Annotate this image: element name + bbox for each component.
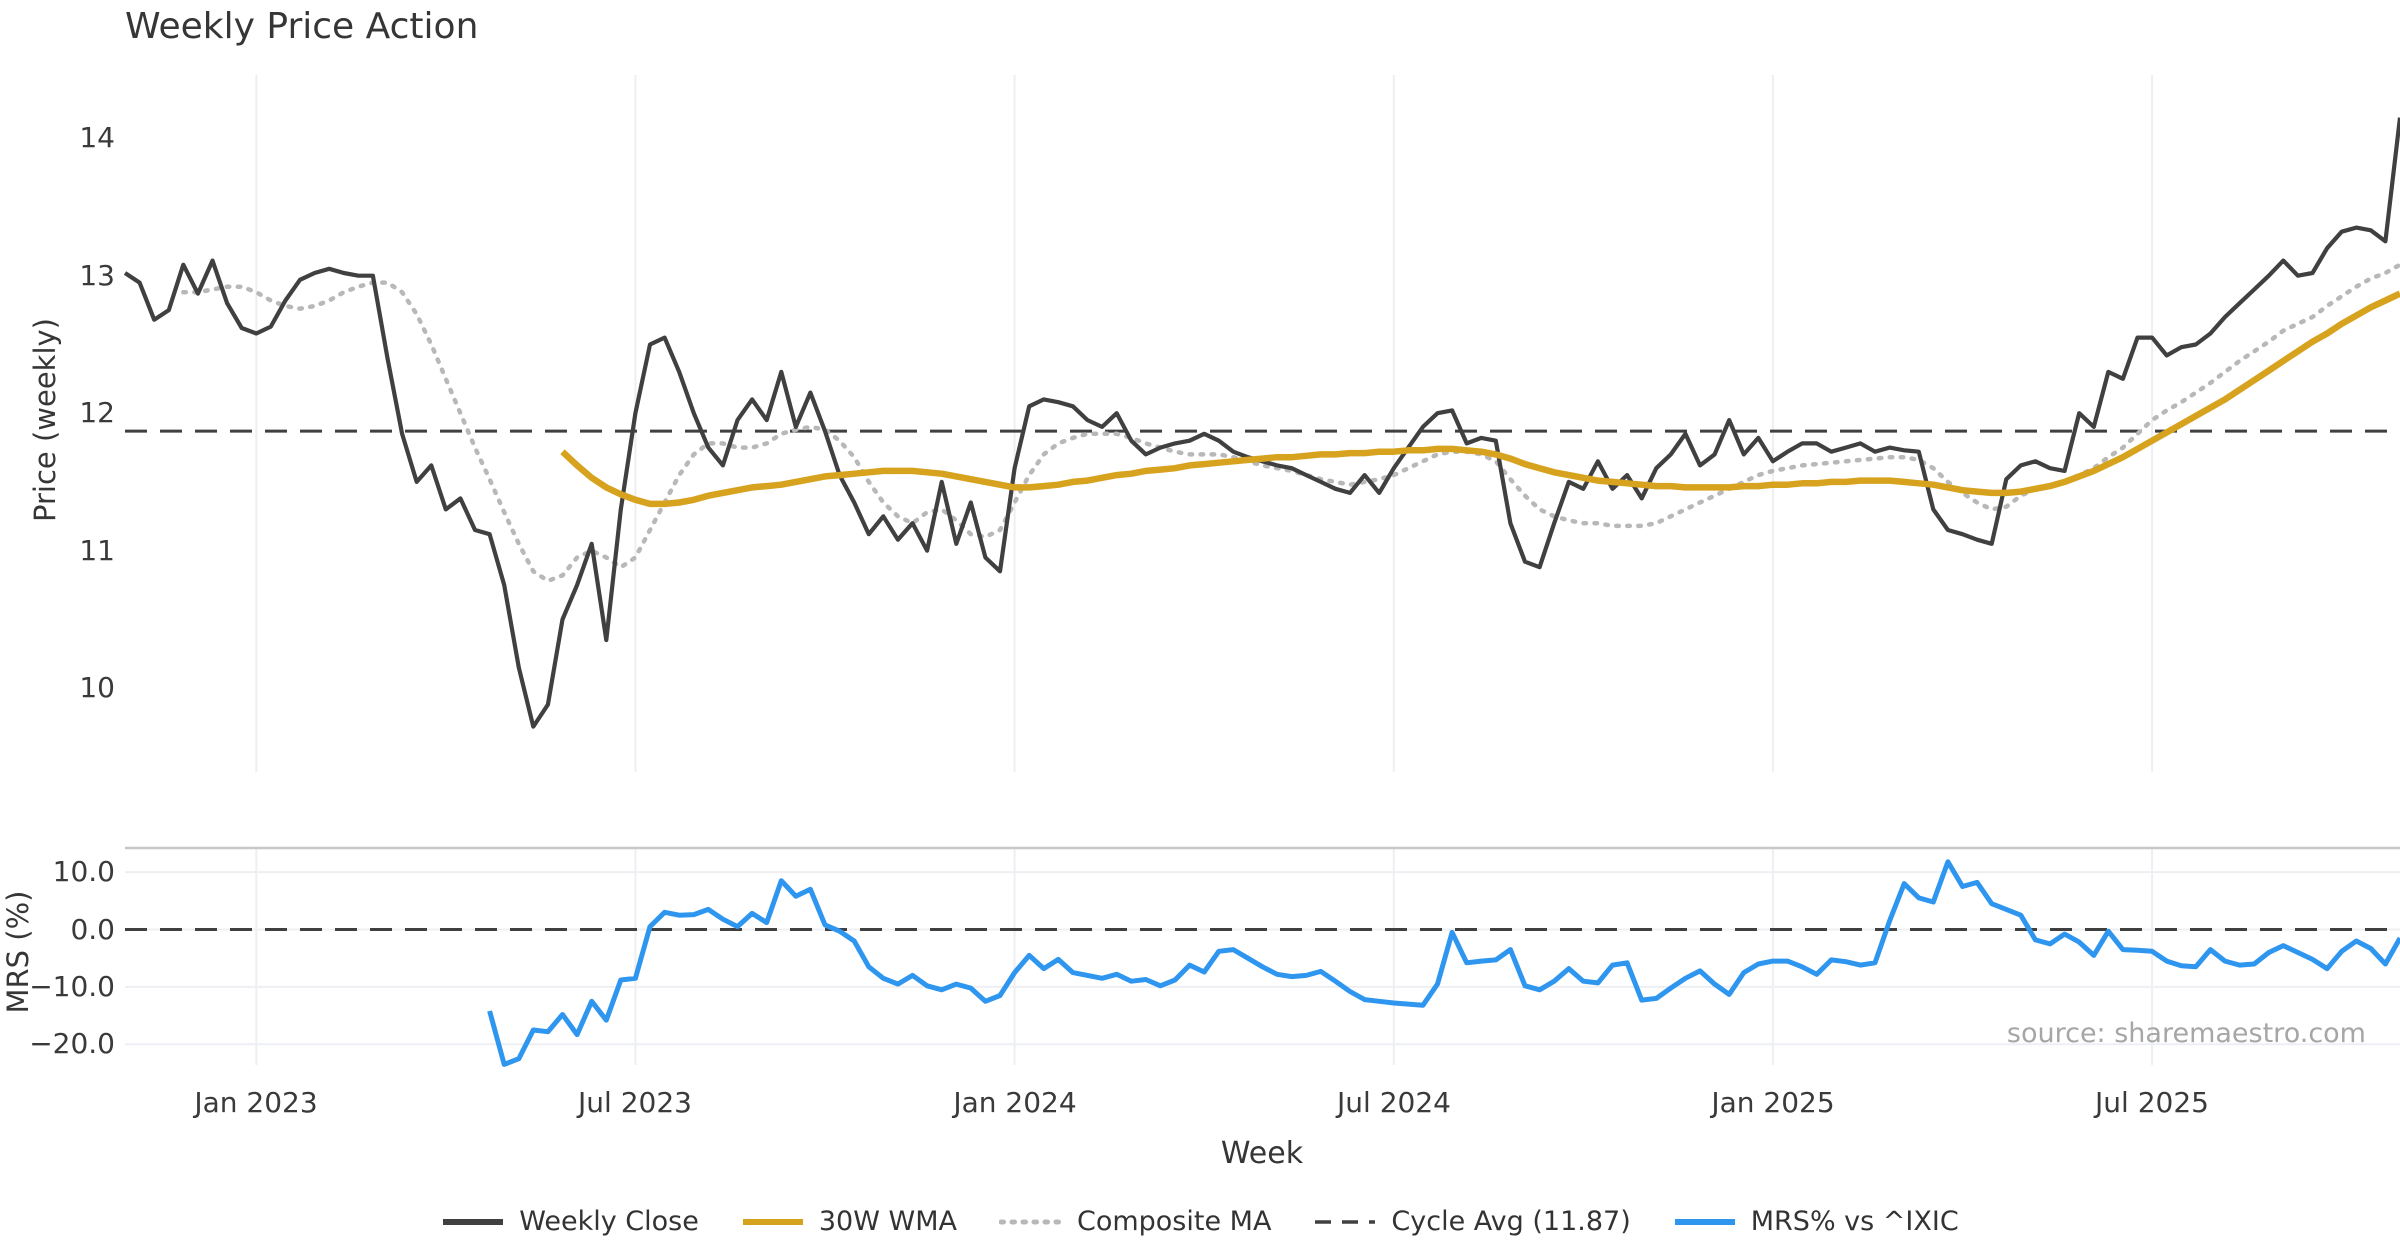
x-tick-label: Jul 2023: [578, 1086, 692, 1119]
x-tick-label: Jan 2023: [194, 1086, 318, 1119]
legend-label: MRS% vs ^IXIC: [1750, 1206, 1959, 1237]
price-y-tick-label: 12: [79, 396, 115, 429]
legend-item: 30W WMA: [741, 1206, 957, 1237]
mrs-y-tick-label: −10.0: [29, 970, 115, 1003]
legend-marker-solid-icon: [742, 1218, 803, 1225]
legend-item: MRS% vs ^IXIC: [1673, 1206, 1959, 1237]
legend: Weekly Close 30W WMA Composite MA Cycle Avg…: [0, 1206, 2400, 1237]
legend-marker-dotted-icon: [998, 1219, 1063, 1224]
legend-label: Cycle Avg (11.87): [1391, 1206, 1631, 1237]
price-y-tick-label: 11: [79, 534, 115, 567]
legend-item: Composite MA: [998, 1206, 1272, 1237]
legend-item: Cycle Avg (11.87): [1313, 1206, 1631, 1237]
legend-label: Weekly Close: [519, 1206, 699, 1237]
x-tick-label: Jan 2025: [1711, 1086, 1835, 1119]
legend-marker-solid-icon: [443, 1218, 504, 1225]
gridlines-group: [125, 75, 2400, 1065]
x-tick-label: Jul 2025: [2095, 1086, 2209, 1119]
x-tick-label: Jan 2024: [953, 1086, 1077, 1119]
price-y-tick-label: 10: [79, 671, 115, 704]
x-tick-label: Jul 2024: [1337, 1086, 1451, 1119]
mrs-y-tick-label: 10.0: [52, 855, 115, 888]
x-axis-title: Week: [1220, 1136, 1304, 1171]
price-axis-title: Price (weekly): [28, 318, 62, 523]
mrs-y-tick-label: 0.0: [70, 913, 115, 946]
source-note: source: sharemaestro.com: [2006, 1018, 2366, 1049]
legend-marker-dashed-icon: [1315, 1219, 1376, 1224]
legend-marker-solid-icon: [1674, 1218, 1735, 1225]
legend-label: Composite MA: [1076, 1206, 1272, 1237]
legend-item: Weekly Close: [441, 1206, 699, 1237]
price-y-tick-label: 13: [79, 259, 115, 292]
mrs-line: [487, 859, 2400, 1067]
composite-ma-line: [181, 262, 2400, 584]
legend-label: 30W WMA: [818, 1206, 957, 1237]
mrs-y-tick-label: −20.0: [29, 1027, 115, 1060]
chart-title: Weekly Price Action: [125, 6, 479, 47]
mrs-axis-title: MRS (%): [1, 890, 35, 1014]
wma-30w-line: [560, 290, 2400, 508]
price-y-tick-label: 14: [79, 121, 115, 154]
